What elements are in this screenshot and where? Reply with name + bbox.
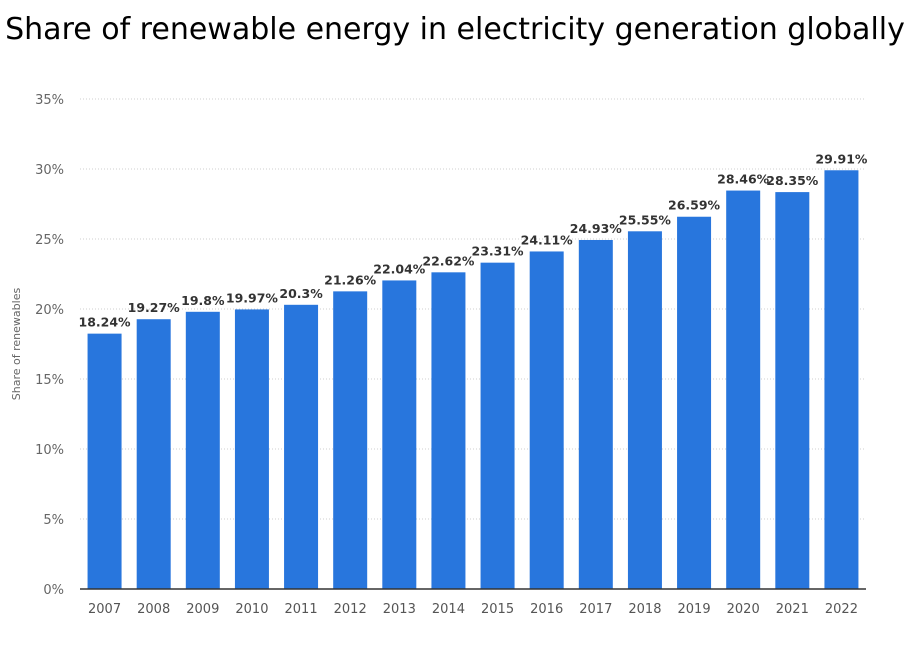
data-label: 23.31% xyxy=(472,244,525,259)
data-label: 25.55% xyxy=(619,212,672,227)
x-tick-label: 2007 xyxy=(88,602,121,617)
bar xyxy=(627,231,662,590)
data-label: 24.93% xyxy=(570,221,623,236)
data-label: 20.3% xyxy=(279,286,323,301)
data-label: 18.24% xyxy=(79,315,132,330)
x-tick-label: 2009 xyxy=(186,602,219,617)
data-label: 21.26% xyxy=(324,272,377,287)
data-label: 19.97% xyxy=(226,290,279,305)
y-tick-label: 30% xyxy=(35,163,64,178)
bar xyxy=(726,190,761,589)
data-label: 28.46% xyxy=(717,172,770,187)
data-label: 24.11% xyxy=(521,232,574,247)
x-tick-label: 2008 xyxy=(137,602,170,617)
bar xyxy=(333,291,368,589)
bar xyxy=(185,311,220,589)
data-label: 29.91% xyxy=(815,151,868,166)
bar xyxy=(480,262,515,589)
data-label: 22.62% xyxy=(422,253,475,268)
bar xyxy=(431,272,466,589)
x-tick-label: 2015 xyxy=(481,602,514,617)
x-tick-label: 2019 xyxy=(678,602,711,617)
x-tick-label: 2011 xyxy=(285,602,318,617)
x-tick-label: 2016 xyxy=(530,602,563,617)
x-tick-label: 2017 xyxy=(579,602,612,617)
bar xyxy=(529,251,564,589)
x-tick-label: 2013 xyxy=(383,602,416,617)
x-tick-label: 2020 xyxy=(727,602,760,617)
chart-title: Share of renewable energy in electricity… xyxy=(5,12,905,47)
y-tick-label: 5% xyxy=(43,513,64,528)
bar xyxy=(136,319,171,589)
y-tick-label: 10% xyxy=(35,443,64,458)
x-tick-label: 2014 xyxy=(432,602,465,617)
y-tick-label: 20% xyxy=(35,303,64,318)
x-tick-label: 2010 xyxy=(235,602,268,617)
data-label: 26.59% xyxy=(668,198,721,213)
data-label: 28.35% xyxy=(766,173,819,188)
bar xyxy=(284,304,319,589)
x-tick-label: 2012 xyxy=(334,602,367,617)
y-tick-label: 25% xyxy=(35,233,64,248)
x-tick-label: 2021 xyxy=(776,602,809,617)
bar xyxy=(87,333,122,589)
bar xyxy=(775,192,810,589)
bar xyxy=(677,216,712,590)
y-axis-label: Share of renewables xyxy=(10,288,23,401)
data-label: 22.04% xyxy=(373,261,426,276)
x-tick-label: 2018 xyxy=(628,602,661,617)
bar xyxy=(234,309,269,589)
y-tick-label: 0% xyxy=(43,583,64,598)
y-tick-label: 15% xyxy=(35,373,64,388)
data-label: 19.27% xyxy=(128,300,181,315)
data-label: 19.8% xyxy=(181,293,225,308)
bar xyxy=(824,170,859,589)
bar xyxy=(578,239,613,590)
x-tick-label: 2022 xyxy=(825,602,858,617)
bar xyxy=(382,280,417,589)
y-tick-label: 35% xyxy=(35,93,64,108)
